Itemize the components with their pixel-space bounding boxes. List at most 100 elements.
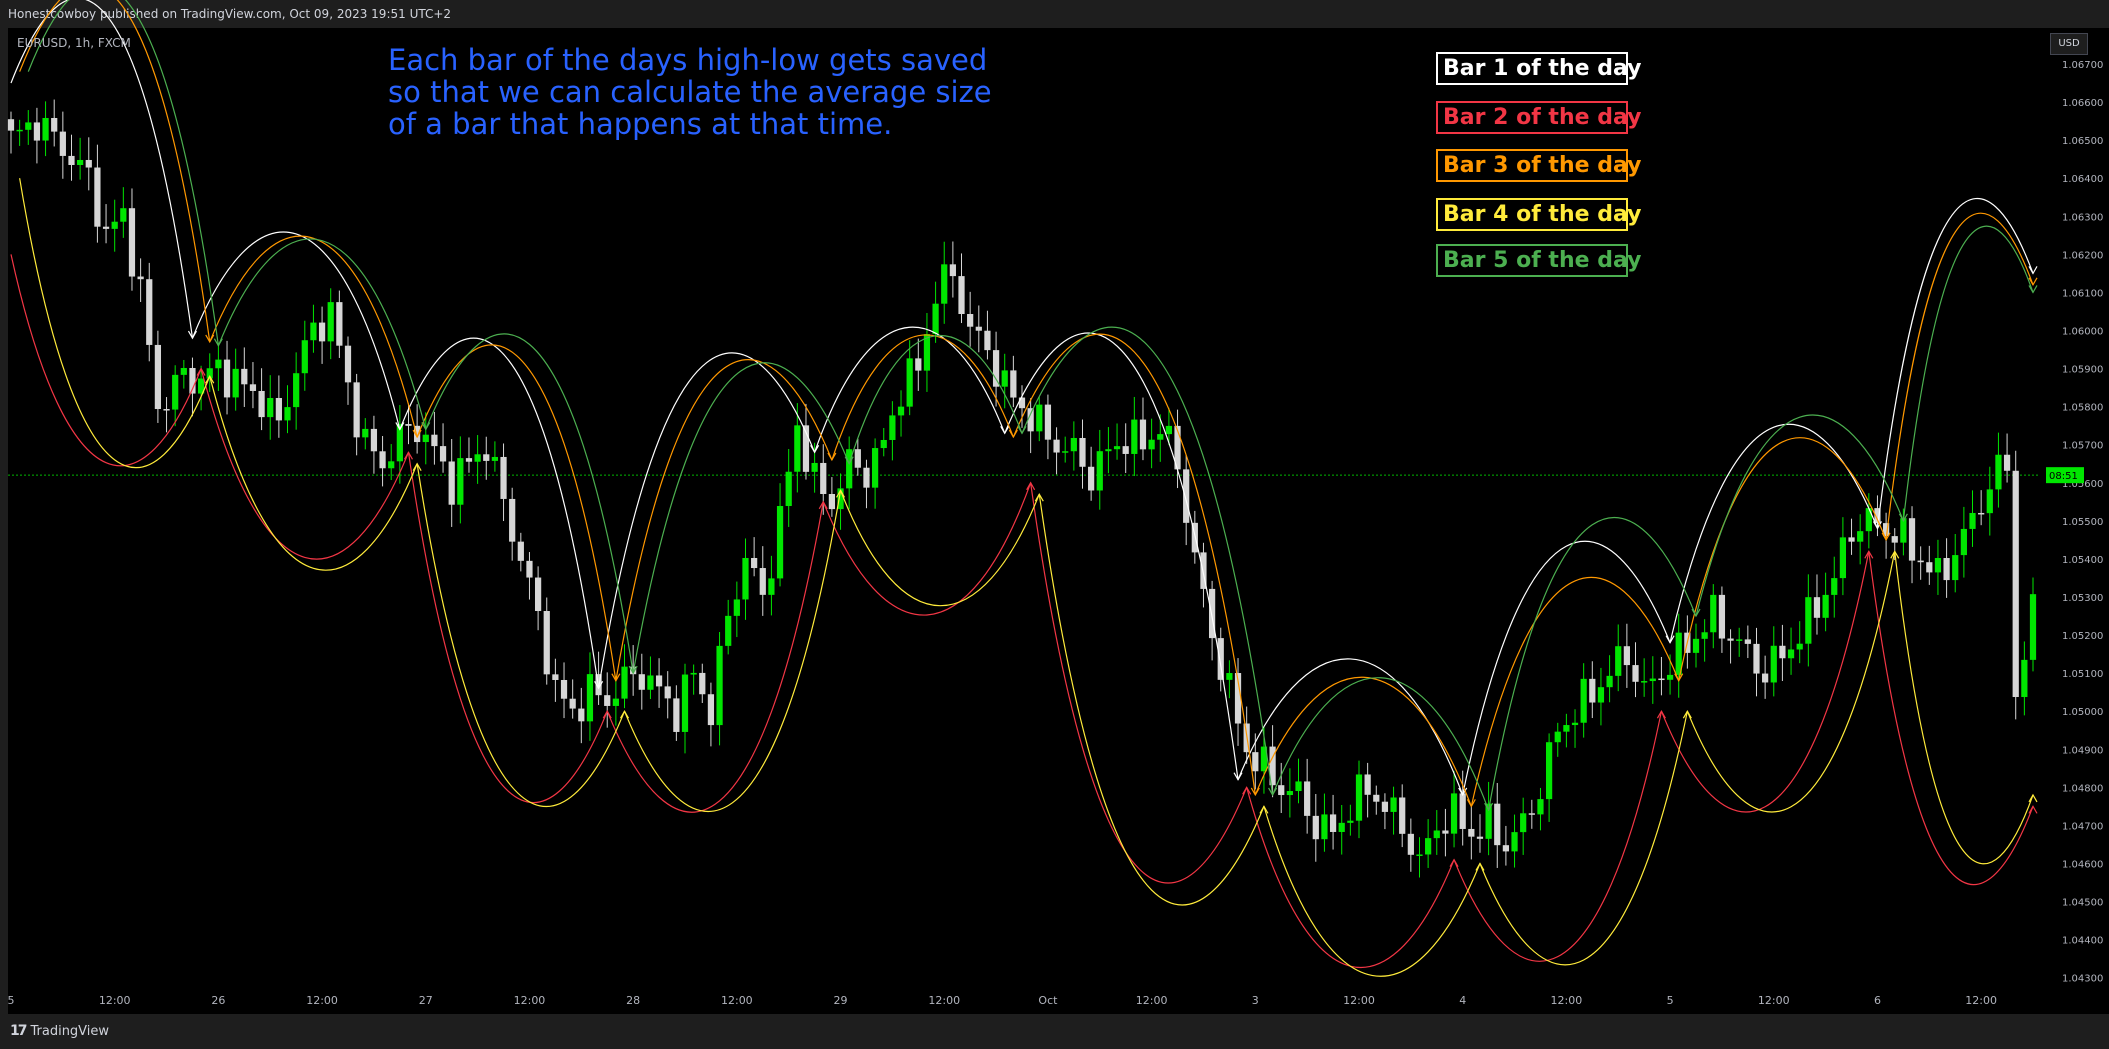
bar-4-arrow	[1034, 492, 1044, 502]
candle-body	[794, 425, 801, 472]
candle-body	[275, 397, 282, 421]
bar-2-arc	[200, 368, 410, 560]
candle-body	[1304, 781, 1311, 816]
candle-body	[941, 264, 948, 304]
legend-item-bar-2: Bar 2 of the day	[1436, 101, 1641, 134]
bar-5-arc	[425, 333, 634, 674]
bar-3-arrow	[827, 452, 837, 462]
candle-body	[1148, 439, 1155, 450]
y-tick-label: 1.06200	[2062, 250, 2103, 261]
candle-body	[1226, 673, 1233, 680]
candle-body	[1321, 814, 1328, 840]
y-tick-label: 1.05700	[2062, 441, 2103, 452]
bar-4-arc	[1038, 494, 1265, 906]
candle-body	[1165, 425, 1173, 435]
candle-body	[837, 488, 844, 510]
candle-body	[1606, 675, 1613, 688]
x-tick-label: 12:00	[1136, 994, 1168, 1007]
bar-3-arrow	[1466, 799, 1476, 808]
candle-body	[1943, 558, 1950, 581]
candle-body	[1934, 558, 1942, 573]
candle-body	[699, 672, 706, 695]
bar-3-arc	[1012, 333, 1256, 796]
candle-body	[1027, 408, 1034, 432]
candle-body	[1969, 512, 1976, 529]
candle-body	[1537, 799, 1544, 815]
candle-body	[1632, 665, 1639, 682]
candle-body	[1520, 813, 1527, 833]
candle-body	[1589, 678, 1596, 703]
chart-area[interactable]	[8, 28, 2060, 1028]
candle-body	[1295, 781, 1302, 792]
y-tick-label: 1.06100	[2062, 288, 2103, 299]
candle-body	[336, 302, 343, 346]
candle-body	[33, 122, 41, 141]
candle-body	[128, 208, 136, 277]
candle-body	[42, 117, 49, 141]
bar-1-arc	[1669, 423, 1879, 643]
candle-body	[742, 557, 749, 600]
tradingview-brand[interactable]: 17 TradingView	[10, 1023, 109, 1039]
candle-body	[77, 159, 84, 165]
candle-body	[1813, 597, 1821, 618]
candle-body	[206, 368, 213, 379]
candle-body	[111, 221, 118, 229]
bar-5-arrow	[2028, 285, 2038, 294]
candle-body	[1044, 404, 1052, 440]
candle-body	[1762, 673, 1769, 683]
candle-body	[517, 541, 524, 561]
bar-5-arrow	[421, 422, 431, 431]
candle-body	[293, 373, 300, 408]
candle-body	[759, 568, 766, 595]
candle-body	[1399, 797, 1406, 834]
candle-body	[1088, 466, 1095, 491]
bar-1-arc	[1462, 540, 1671, 796]
candle-body	[1269, 746, 1276, 786]
candle-body	[1882, 523, 1890, 537]
x-tick-label: 12:00	[1965, 994, 1997, 1007]
candle-body	[854, 449, 861, 468]
candle-body	[958, 276, 965, 315]
candle-body	[1373, 794, 1380, 802]
candle-body	[949, 264, 956, 277]
candle-body	[992, 350, 1000, 387]
candle-body	[1036, 404, 1043, 432]
currency-button[interactable]: USD	[2050, 33, 2088, 55]
candle-body	[1355, 774, 1363, 821]
candle-body	[197, 378, 205, 394]
y-tick-label: 1.04900	[2062, 745, 2103, 756]
candle-body	[1796, 643, 1803, 650]
candle-body	[1122, 446, 1129, 454]
y-tick-label: 1.05500	[2062, 517, 2103, 528]
candle-body	[59, 131, 66, 156]
candle-body	[604, 695, 611, 706]
bar-1-arrow	[1872, 521, 1882, 530]
bar-1-arc	[1237, 658, 1464, 796]
bar-2-arrow	[403, 451, 414, 460]
candle-body	[716, 645, 723, 726]
candle-body	[2021, 659, 2028, 698]
x-tick-label: 29	[834, 994, 848, 1007]
price-axis[interactable]	[2040, 28, 2109, 1014]
bar-3-arc	[1678, 437, 1887, 681]
y-tick-label: 1.05200	[2062, 631, 2103, 642]
bar-1-arc	[399, 337, 600, 689]
candle-body	[681, 674, 689, 732]
x-tick-label: 3	[1252, 994, 1259, 1007]
candle-body	[1364, 774, 1371, 795]
candle-body	[906, 358, 913, 407]
bar-2-arrow	[818, 500, 828, 510]
bar-5-arc	[1021, 326, 1274, 796]
bar-3-arc	[1470, 576, 1680, 807]
candle-body	[638, 674, 645, 690]
candle-body	[1623, 646, 1630, 666]
candle-body	[1260, 746, 1268, 772]
symbol-label: EURUSD, 1h, FXCM	[17, 36, 131, 50]
candle-body	[1710, 594, 1717, 633]
candle-body	[1278, 785, 1285, 796]
candle-body	[1926, 562, 1933, 573]
bar-1-arc	[597, 352, 816, 689]
candle-body	[483, 454, 490, 461]
candle-body	[1502, 845, 1510, 852]
